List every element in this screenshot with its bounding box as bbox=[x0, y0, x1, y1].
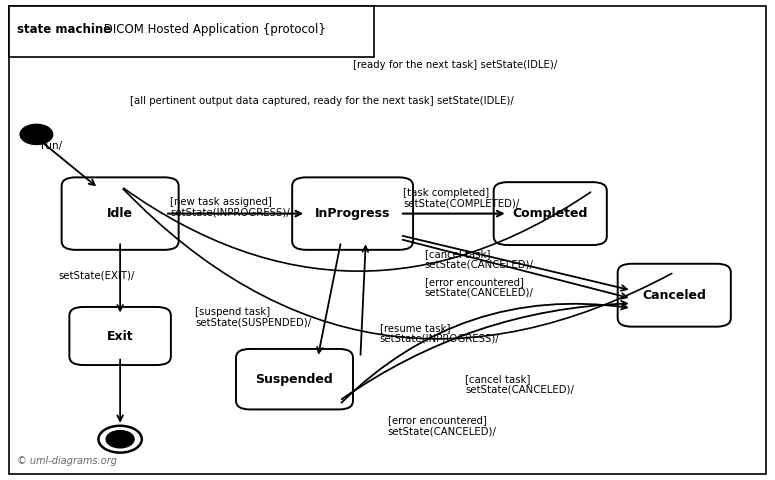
Text: setState(EXIT)/: setState(EXIT)/ bbox=[59, 270, 136, 280]
Text: © uml-diagrams.org: © uml-diagrams.org bbox=[17, 456, 117, 466]
FancyBboxPatch shape bbox=[70, 307, 170, 365]
Text: [all pertinent output data captured, ready for the next task] setState(IDLE)/: [all pertinent output data captured, rea… bbox=[130, 96, 514, 106]
FancyBboxPatch shape bbox=[9, 6, 374, 57]
FancyBboxPatch shape bbox=[494, 182, 607, 245]
FancyBboxPatch shape bbox=[62, 177, 178, 250]
Text: [cancel task]: [cancel task] bbox=[465, 374, 531, 384]
FancyBboxPatch shape bbox=[236, 349, 353, 409]
Text: setState(CANCELED)/: setState(CANCELED)/ bbox=[425, 260, 533, 270]
Text: [error encountered]: [error encountered] bbox=[388, 416, 487, 425]
FancyBboxPatch shape bbox=[9, 6, 766, 474]
Text: Suspended: Suspended bbox=[256, 372, 333, 386]
Text: InProgress: InProgress bbox=[315, 207, 391, 220]
FancyArrowPatch shape bbox=[124, 189, 591, 271]
Text: Canceled: Canceled bbox=[642, 288, 706, 302]
Text: setState(INPROGRESS)/: setState(INPROGRESS)/ bbox=[170, 207, 291, 217]
Circle shape bbox=[20, 124, 53, 144]
Text: [resume task]: [resume task] bbox=[380, 323, 450, 333]
Text: DICOM Hosted Application {protocol}: DICOM Hosted Application {protocol} bbox=[100, 23, 326, 36]
Text: setState(INPROGRESS)/: setState(INPROGRESS)/ bbox=[380, 334, 500, 343]
Text: run/: run/ bbox=[41, 142, 62, 151]
Text: [ready for the next task] setState(IDLE)/: [ready for the next task] setState(IDLE)… bbox=[353, 60, 557, 70]
Text: Idle: Idle bbox=[107, 207, 133, 220]
Text: Completed: Completed bbox=[512, 207, 588, 220]
FancyArrowPatch shape bbox=[123, 189, 672, 339]
Text: setState(CANCELED)/: setState(CANCELED)/ bbox=[425, 288, 533, 298]
Text: setState(CANCELED)/: setState(CANCELED)/ bbox=[388, 426, 496, 436]
Text: [cancel task]: [cancel task] bbox=[425, 250, 491, 259]
FancyBboxPatch shape bbox=[292, 177, 413, 250]
Text: [error encountered]: [error encountered] bbox=[425, 277, 524, 287]
FancyBboxPatch shape bbox=[618, 264, 731, 326]
Text: setState(CANCELED)/: setState(CANCELED)/ bbox=[465, 385, 574, 395]
Text: [new task assigned]: [new task assigned] bbox=[170, 197, 273, 206]
Text: setState(COMPLETED)/: setState(COMPLETED)/ bbox=[403, 199, 519, 209]
Circle shape bbox=[106, 431, 134, 448]
Text: setState(SUSPENDED)/: setState(SUSPENDED)/ bbox=[195, 318, 312, 327]
Text: [suspend task]: [suspend task] bbox=[195, 307, 270, 317]
Text: Exit: Exit bbox=[107, 329, 133, 343]
Text: state machine: state machine bbox=[17, 23, 112, 36]
Text: [task completed]: [task completed] bbox=[403, 189, 489, 198]
